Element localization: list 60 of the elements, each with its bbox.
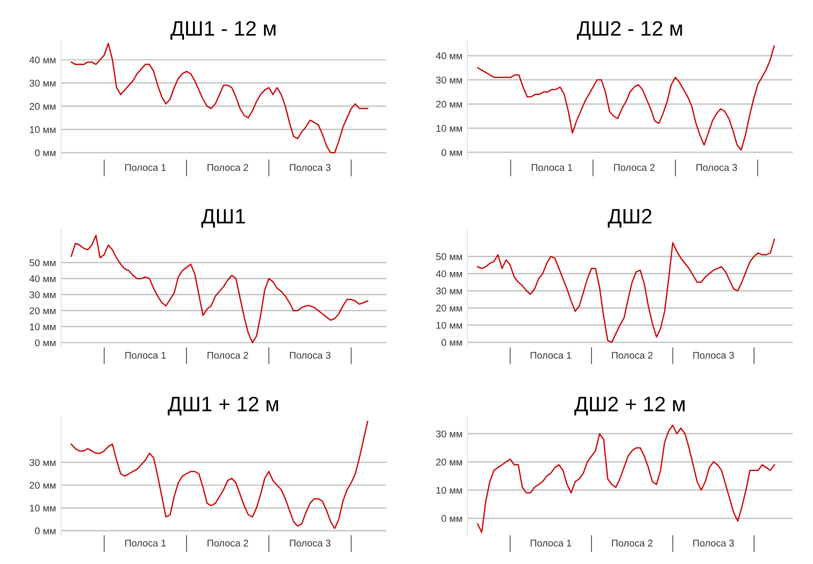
y-tick-label: 0 мм [35, 527, 56, 534]
x-tick-label: Полоса 1 [530, 540, 572, 547]
y-tick-label: 20 мм [30, 102, 56, 110]
y-tick-label: 10 мм [30, 504, 56, 512]
x-tick-label: Полоса 2 [208, 540, 248, 547]
x-tick-label: Полоса 3 [693, 352, 734, 359]
line-series [70, 42, 368, 154]
x-tick-label: Полоса 2 [208, 164, 248, 171]
chart-title: ДШ2 - 12 м [576, 21, 682, 40]
y-tick-label: 40 мм [436, 52, 462, 60]
x-tick-label: Полоса 2 [612, 352, 652, 359]
chart-title: ДШ2 [608, 208, 652, 228]
chart-title: ДШ1 - 12 м [170, 21, 276, 40]
y-tick-label: 30 мм [436, 288, 462, 294]
y-tick-label: 20 мм [30, 482, 56, 489]
x-tick-label: Полоса 3 [696, 164, 737, 171]
x-tick-label: Полоса 3 [290, 164, 330, 171]
x-tick-label: Полоса 2 [612, 540, 652, 547]
x-tick-label: Полоса 1 [125, 352, 166, 359]
line-series [477, 424, 776, 534]
y-tick-label: 20 мм [436, 458, 462, 466]
y-tick-label: 40 мм [436, 270, 462, 278]
y-tick-label: 10 мм [30, 126, 56, 134]
y-tick-label: 30 мм [436, 430, 462, 438]
y-tick-label: 0 мм [442, 339, 462, 346]
line-series [70, 234, 368, 344]
chart-title: ДШ2 + 12 м [574, 396, 685, 416]
line-series [477, 238, 776, 343]
x-tick-label: Полоса 3 [290, 352, 330, 359]
chart-title: ДШ1 + 12 м [168, 396, 278, 416]
y-tick-label: 10 мм [436, 124, 462, 132]
y-tick-label: 0 мм [35, 149, 56, 156]
y-tick-label: 0 мм [442, 149, 462, 156]
y-tick-label: 40 мм [29, 275, 56, 282]
x-tick-label: Полоса 1 [532, 164, 572, 171]
x-tick-label: Полоса 1 [125, 540, 166, 547]
x-tick-label: Полоса 1 [530, 352, 572, 359]
y-tick-label: 50 мм [30, 259, 56, 266]
line-series [70, 420, 368, 530]
y-tick-label: 30 мм [30, 459, 56, 466]
y-tick-label: 10 мм [436, 322, 462, 329]
y-tick-label: 0 мм [35, 339, 56, 346]
x-tick-label: Полоса 1 [125, 164, 166, 171]
chart-title: ДШ1 [201, 209, 245, 228]
x-tick-label: Полоса 3 [693, 540, 734, 547]
y-tick-label: 40 мм [29, 56, 56, 64]
line-series [477, 45, 775, 151]
y-tick-label: 10 мм [30, 323, 56, 330]
y-tick-label: 20 мм [436, 100, 462, 108]
y-tick-label: 30 мм [30, 291, 56, 298]
y-tick-label: 30 мм [436, 76, 462, 84]
x-tick-label: Полоса 2 [208, 352, 248, 359]
y-tick-label: 0 мм [442, 515, 462, 522]
y-tick-label: 20 мм [436, 304, 462, 312]
x-tick-label: Полоса 3 [290, 540, 330, 547]
x-tick-label: Полоса 2 [614, 164, 655, 171]
y-tick-label: 50 мм [436, 253, 462, 260]
y-tick-label: 20 мм [30, 307, 56, 314]
y-tick-label: 10 мм [436, 486, 462, 494]
y-tick-label: 30 мм [30, 80, 56, 87]
